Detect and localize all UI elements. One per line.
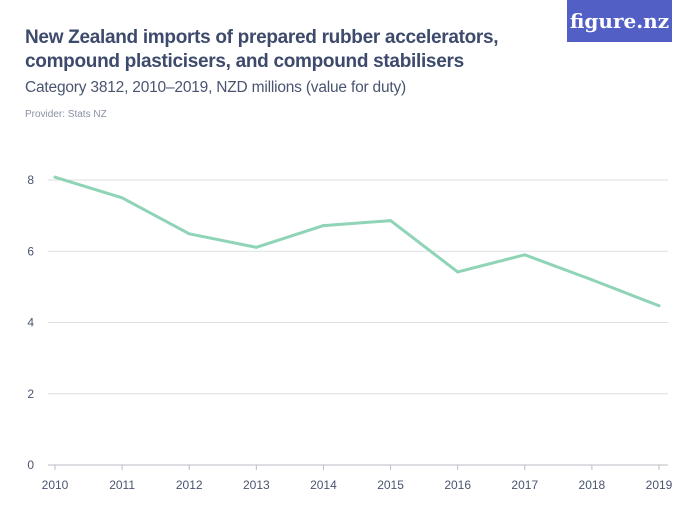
data-point xyxy=(389,219,393,223)
logo-text: figure.nz xyxy=(569,9,670,33)
data-point xyxy=(523,253,527,257)
x-tick-label: 2017 xyxy=(511,478,538,492)
y-tick-label: 8 xyxy=(27,173,34,187)
x-tick-label: 2015 xyxy=(377,478,404,492)
data-point xyxy=(657,304,661,308)
data-point xyxy=(590,278,594,282)
data-point xyxy=(254,245,258,249)
data-point xyxy=(53,175,57,179)
x-tick-label: 2019 xyxy=(646,478,673,492)
data-point xyxy=(187,232,191,236)
y-tick-label: 6 xyxy=(27,244,34,258)
x-tick-label: 2011 xyxy=(109,478,135,492)
x-tick-label: 2013 xyxy=(243,478,270,492)
chart-subtitle: Category 3812, 2010–2019, NZD millions (… xyxy=(25,79,407,96)
y-tick-label: 0 xyxy=(27,458,34,472)
y-tick-label: 2 xyxy=(27,387,34,401)
x-tick-label: 2010 xyxy=(42,478,69,492)
chart-title: New Zealand imports of prepared rubber a… xyxy=(25,27,499,72)
x-tick-label: 2014 xyxy=(310,478,337,492)
data-point xyxy=(321,224,325,228)
y-tick-label: 4 xyxy=(27,316,34,330)
x-tick-label: 2012 xyxy=(176,478,203,492)
provider-label: Provider: Stats NZ xyxy=(25,109,107,120)
figure-nz-logo[interactable]: figure.nz xyxy=(567,0,672,42)
x-tick-label: 2018 xyxy=(579,478,606,492)
data-point xyxy=(456,270,460,274)
data-point xyxy=(120,196,124,200)
series-line xyxy=(54,175,660,308)
x-tick-label: 2016 xyxy=(444,478,471,492)
